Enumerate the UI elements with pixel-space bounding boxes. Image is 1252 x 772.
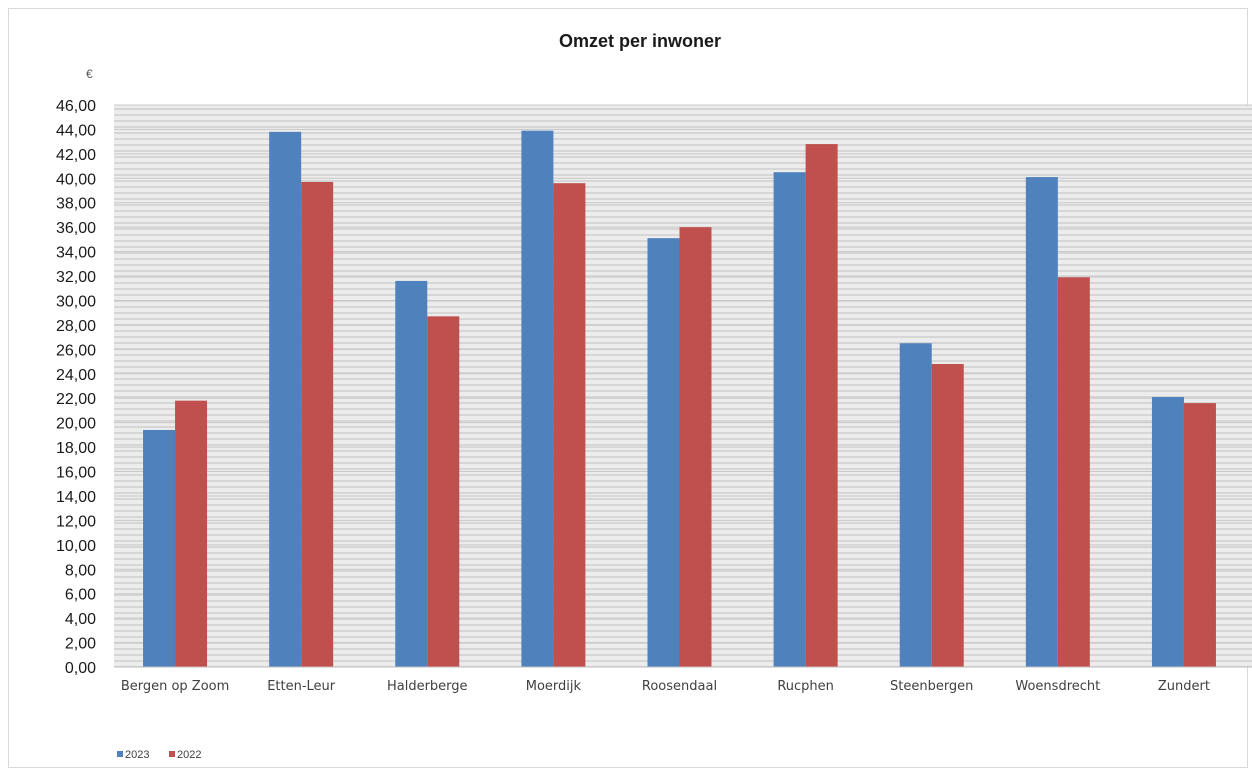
y-tick-label: 20,00 — [56, 416, 96, 433]
bar-2023-bergen-op-zoom — [143, 429, 176, 667]
y-tick-label: 44,00 — [56, 122, 96, 139]
y-tick-label: 30,00 — [56, 293, 96, 310]
y-tick-label: 4,00 — [65, 611, 96, 628]
bar-2023-etten-leur — [269, 131, 302, 667]
bar-2022-moerdijk — [553, 183, 586, 668]
bar-2023-steenbergen — [899, 343, 932, 667]
x-tick-label: Rucphen — [777, 679, 834, 694]
y-tick-label: 6,00 — [65, 587, 96, 604]
y-tick-label: 26,00 — [56, 342, 96, 359]
y-tick-label: 8,00 — [65, 562, 96, 579]
bar-2023-rucphen — [773, 172, 806, 667]
y-tick-label: 22,00 — [56, 391, 96, 408]
bar-2022-etten-leur — [301, 181, 334, 668]
y-tick-label: 32,00 — [56, 269, 96, 286]
y-unit-label: € — [86, 67, 93, 81]
bar-2022-roosendaal — [679, 227, 712, 667]
legend: 2023 2022 — [117, 749, 201, 761]
x-axis-ticks: Bergen op Zoom Etten-Leur Halderberge Moerd… — [121, 679, 1210, 694]
bar-2023-roosendaal — [647, 238, 680, 668]
y-tick-label: 24,00 — [56, 367, 96, 384]
y-tick-label: 14,00 — [56, 489, 96, 506]
y-tick-label: 18,00 — [56, 440, 96, 457]
y-tick-label: 46,00 — [56, 98, 96, 115]
y-tick-label: 38,00 — [56, 196, 96, 213]
legend-label-2023: 2023 — [125, 749, 149, 761]
bar-2022-zundert — [1183, 403, 1216, 667]
bar-2022-bergen-op-zoom — [175, 400, 208, 667]
y-tick-label: 10,00 — [56, 538, 96, 555]
bar-2022-woensdrecht — [1057, 277, 1090, 667]
x-tick-label: Halderberge — [387, 679, 468, 694]
x-tick-label: Bergen op Zoom — [121, 679, 229, 694]
y-tick-label: 0,00 — [65, 660, 96, 677]
bar-2023-moerdijk — [521, 130, 554, 668]
bar-2023-halderberge — [395, 280, 428, 667]
y-tick-label: 34,00 — [56, 245, 96, 262]
y-tick-label: 36,00 — [56, 220, 96, 237]
y-tick-label: 16,00 — [56, 465, 96, 482]
bar-2023-woensdrecht — [1025, 177, 1058, 667]
legend-swatch-2023 — [117, 751, 123, 757]
bar-2022-steenbergen — [931, 364, 964, 667]
y-tick-label: 12,00 — [56, 513, 96, 530]
y-tick-label: 42,00 — [56, 147, 96, 164]
x-tick-label: Zundert — [1158, 679, 1210, 694]
legend-swatch-2022 — [169, 751, 175, 757]
y-axis-ticks: 0,00 2,00 4,00 6,00 8,00 10,00 12,00 14,00 16,00… — [56, 98, 96, 677]
y-tick-label: 28,00 — [56, 318, 96, 335]
x-tick-label: Roosendaal — [642, 679, 717, 694]
bar-2023-zundert — [1151, 396, 1184, 667]
y-tick-label: 40,00 — [56, 171, 96, 188]
bar-2022-halderberge — [427, 316, 460, 667]
legend-label-2022: 2022 — [177, 749, 201, 761]
y-tick-label: 2,00 — [65, 636, 96, 653]
x-tick-label: Steenbergen — [890, 679, 973, 694]
chart-title: Omzet per inwoner — [559, 31, 721, 51]
bars — [143, 130, 1216, 668]
x-tick-label: Etten-Leur — [267, 679, 336, 694]
x-tick-label: Moerdijk — [526, 679, 582, 694]
x-tick-label: Woensdrecht — [1015, 679, 1100, 694]
bar-2022-rucphen — [805, 144, 838, 668]
